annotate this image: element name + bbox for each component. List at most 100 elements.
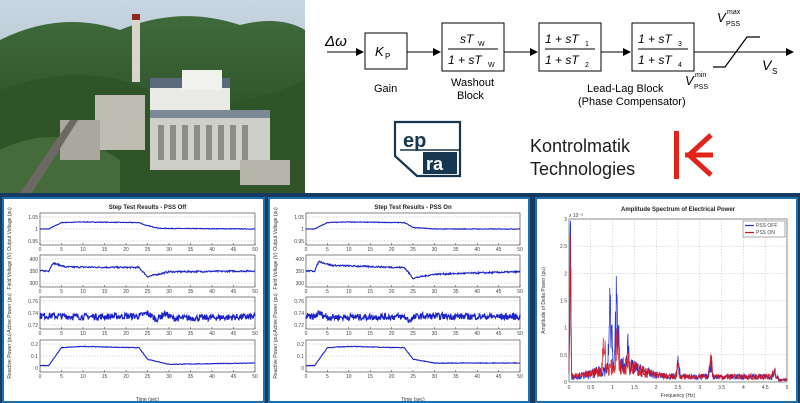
chart-pss-on: Step Test Results - PSS On 0 5 10 15 20 25 30 35…: [273, 205, 523, 403]
x-tick-label: 5: [786, 385, 789, 391]
x-tick-label: 30: [432, 247, 438, 253]
lead-lag-block-1: [538, 22, 602, 72]
y-tick-label: 0: [564, 380, 567, 386]
x-tick-label: 20: [123, 374, 129, 380]
vmin-label: V: [685, 73, 695, 88]
y-tick-label: 0.72: [294, 323, 304, 329]
x-tick-label: 50: [252, 331, 258, 337]
x-tick-label: 0: [39, 331, 42, 337]
chart-panel-spectrum: Amplitude Spectrum of Electrical Power x …: [535, 197, 798, 403]
x-tick-label: 25: [410, 247, 416, 253]
x-tick-label: 15: [367, 374, 373, 380]
washout-caption-2: Block: [457, 90, 484, 102]
x-tick-label: 50: [252, 374, 258, 380]
y-tick-label: 0.5: [560, 353, 567, 359]
x-tick-label: 40: [474, 374, 480, 380]
x-tick-label: 20: [123, 247, 129, 253]
x-tick-label: 5: [326, 247, 329, 253]
chart-panel-pss-on: Step Test Results - PSS On 0 5 10 15 20 25 30 35…: [268, 197, 530, 403]
leadlag-caption-1: Lead-Lag Block: [587, 83, 664, 95]
x-tick-label: 45: [231, 289, 237, 295]
x-tick-label: 10: [346, 247, 352, 253]
chart-title: Step Test Results - PSS Off: [109, 205, 188, 211]
y-tick-label: 0: [35, 366, 38, 372]
subplot-1: 0 5 10 15 20 25 30 35 40 45 50 400 350 300 Field Volta…: [7, 252, 258, 295]
x-tick-label: 15: [367, 247, 373, 253]
x-tick-label: 20: [389, 331, 395, 337]
gain-caption: Gain: [374, 83, 397, 95]
x-tick-label: 15: [102, 247, 108, 253]
y-axis-label: Active Power (pu): [7, 293, 13, 333]
vmax-label: V: [717, 10, 727, 25]
x-tick-label: 25: [410, 331, 416, 337]
y-tick-label: 3: [564, 217, 567, 223]
y-axis-label: Field Voltage (V): [273, 252, 279, 289]
x-tick-label: 3.5: [718, 385, 725, 391]
lead1-denominator: 1 + sT: [545, 53, 580, 67]
x-tick-label: 5: [326, 331, 329, 337]
subplot-frame: [305, 339, 521, 373]
y-tick-label: 400: [30, 257, 39, 263]
x-tick-label: 0: [305, 331, 308, 337]
x-tick-label: 10: [80, 331, 86, 337]
y-axis-label: Reactive Power (pu): [7, 333, 13, 379]
y-tick-label: 400: [296, 257, 305, 263]
chart-title: Amplitude Spectrum of Electrical Power: [621, 207, 736, 213]
x-tick-label: 25: [145, 374, 151, 380]
x-tick-label: 1: [611, 385, 614, 391]
y-tick-label: 2.5: [560, 244, 567, 250]
x-tick-label: 35: [188, 331, 194, 337]
series-line: [305, 260, 521, 280]
x-tick-label: 0.5: [587, 385, 594, 391]
x-axis-label: Frequency (Hz): [661, 393, 696, 399]
series-1-line: [568, 235, 788, 383]
x-tick-label: 4.5: [762, 385, 769, 391]
vmax-sub: PSS: [726, 21, 740, 28]
chart-title: Step Test Results - PSS On: [374, 205, 452, 211]
y-tick-label: 350: [296, 269, 305, 275]
x-tick-label: 10: [80, 289, 86, 295]
washout-caption-1: Washout: [451, 77, 494, 89]
washout-denominator-sub: W: [488, 62, 495, 69]
power-plant-illustration: [0, 0, 305, 193]
subplot-1: 0 5 10 15 20 25 30 35 40 45 50 400 350 300 Field Volta…: [273, 252, 523, 295]
y-axis-label: Reactive Power (pu): [273, 333, 279, 379]
y-tick-label: 0.95: [28, 239, 38, 245]
y-tick-label: 0.74: [28, 311, 38, 317]
pss-block-diagram: Δω K P sT W 1 + sT W 1 + sT 1 1 + sT 2 1…: [324, 9, 794, 183]
series-line: [39, 220, 256, 230]
y-tick-label: 300: [30, 281, 39, 287]
x-tick-label: 30: [432, 374, 438, 380]
series-line: [305, 221, 521, 231]
x-tick-label: 40: [474, 331, 480, 337]
x-tick-label: 10: [346, 331, 352, 337]
x-axis-label: Time (sec): [136, 397, 160, 403]
x-tick-label: 25: [410, 289, 416, 295]
x-tick-label: 35: [188, 289, 194, 295]
legend-label: PSS ON: [756, 230, 775, 236]
y-tick-label: 350: [30, 269, 39, 275]
lead-lag-block-2: [631, 22, 695, 72]
x-tick-label: 3: [698, 385, 701, 391]
y-tick-label: 0.76: [28, 299, 38, 305]
series-line: [39, 345, 256, 367]
x-tick-label: 25: [145, 289, 151, 295]
x-tick-label: 40: [209, 374, 215, 380]
y-tick-label: 0.72: [28, 323, 38, 329]
leadlag-caption-2: (Phase Compensator): [578, 96, 686, 108]
y-tick-label: 0.2: [297, 342, 304, 348]
subplot-2: 0 5 10 15 20 25 30 35 40 45 50 0.76 0.74 0.72 Active P…: [273, 293, 523, 337]
x-tick-label: 25: [410, 374, 416, 380]
y-axis-label: Amplitude of Delta Power (pu): [541, 267, 547, 334]
lead1-numerator-sub: 1: [585, 41, 589, 48]
gain-block-subscript: P: [385, 52, 390, 61]
x-tick-label: 45: [231, 247, 237, 253]
series-line: [305, 310, 521, 324]
x-tick-label: 0: [305, 247, 308, 253]
series-line: [39, 310, 256, 323]
y-tick-label: 300: [296, 281, 305, 287]
x-tick-label: 15: [102, 374, 108, 380]
epra-logo-top-text: ep: [403, 130, 426, 152]
x-tick-label: 45: [496, 247, 502, 253]
